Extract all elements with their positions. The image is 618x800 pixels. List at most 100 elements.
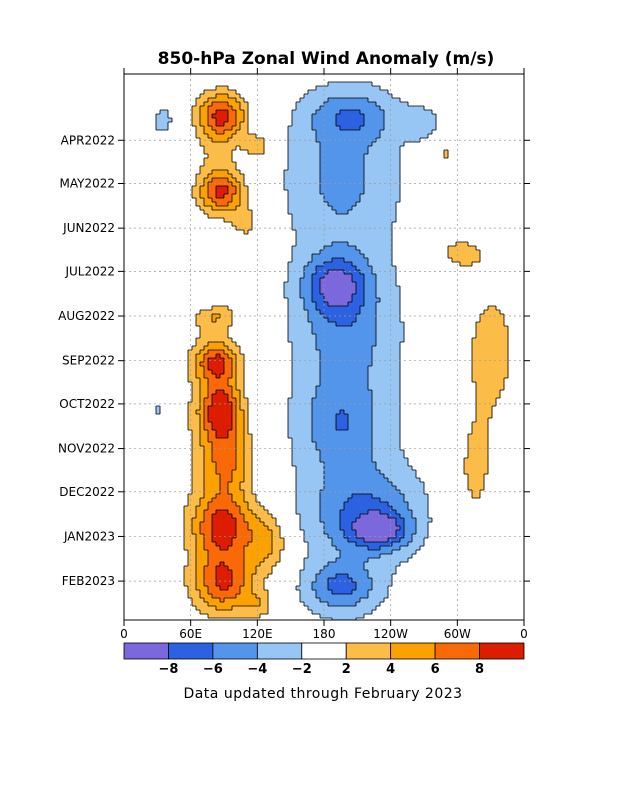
colorbar-swatch [123, 642, 169, 660]
anomaly-cell [204, 158, 233, 163]
anomaly-cell [368, 262, 393, 267]
anomaly-cell [468, 442, 489, 447]
anomaly-cell [200, 326, 229, 331]
anomaly-cell [300, 278, 313, 283]
y-tick-label: NOV2022 [58, 442, 115, 456]
anomaly-cell [476, 382, 505, 387]
anomaly-cell [416, 526, 429, 531]
anomaly-cell [188, 498, 201, 503]
anomaly-cell [376, 102, 409, 107]
anomaly-cell [324, 462, 377, 467]
anomaly-cell [236, 118, 245, 123]
anomaly-cell [200, 438, 209, 443]
anomaly-cell [212, 102, 229, 107]
anomaly-cell [192, 434, 201, 439]
anomaly-cell [204, 346, 229, 351]
anomaly-cell [208, 554, 245, 559]
anomaly-cell [232, 106, 241, 111]
anomaly-cell [248, 150, 265, 155]
anomaly-cell [320, 190, 365, 195]
anomaly-cell [296, 474, 325, 479]
anomaly-cell [416, 518, 433, 523]
anomaly-cell [224, 350, 233, 355]
anomaly-cell [256, 594, 269, 599]
anomaly-cell [384, 474, 417, 479]
colorbar-label: −2 [292, 662, 312, 677]
anomaly-cell [232, 386, 237, 391]
anomaly-cell [192, 482, 205, 487]
anomaly-cell [368, 386, 401, 391]
anomaly-cell [184, 538, 197, 543]
anomaly-cell [328, 578, 353, 583]
anomaly-cell [220, 374, 233, 379]
anomaly-cell [260, 518, 277, 523]
anomaly-cell [288, 338, 317, 343]
anomaly-cell [332, 590, 353, 595]
anomaly-cell [240, 510, 253, 515]
anomaly-cell [204, 150, 233, 155]
anomaly-cell [232, 570, 245, 575]
anomaly-cell [448, 250, 481, 255]
anomaly-cell [200, 590, 209, 595]
anomaly-cell [408, 502, 429, 507]
anomaly-cell [356, 202, 397, 207]
anomaly-cell [208, 550, 245, 555]
anomaly-cell [344, 410, 373, 415]
anomaly-cell [244, 582, 253, 587]
anomaly-cell [292, 462, 325, 467]
anomaly-cell [244, 558, 265, 563]
anomaly-cell [364, 282, 377, 287]
anomaly-cell [244, 414, 249, 419]
anomaly-cell [184, 526, 193, 531]
anomaly-cell [232, 390, 241, 395]
anomaly-cell [196, 562, 209, 567]
anomaly-cell [304, 270, 317, 275]
anomaly-cell [356, 286, 365, 291]
y-tick-label: SEP2022 [62, 354, 115, 368]
anomaly-cell [364, 294, 377, 299]
anomaly-cell [324, 298, 353, 303]
anomaly-cell [192, 110, 201, 115]
anomaly-cell [184, 510, 197, 515]
anomaly-cell [220, 314, 233, 319]
anomaly-cell [364, 274, 377, 279]
anomaly-cell [200, 526, 213, 531]
anomaly-cell [200, 194, 209, 199]
anomaly-cell [296, 506, 321, 511]
anomaly-cell [352, 494, 373, 499]
anomaly-cell [460, 262, 473, 267]
anomaly-cell [200, 106, 209, 111]
anomaly-cell [472, 374, 509, 379]
colorbar-swatch [301, 642, 347, 660]
anomaly-cell [192, 430, 201, 435]
anomaly-cell [256, 566, 273, 571]
anomaly-cell [196, 558, 209, 563]
anomaly-cell [364, 186, 401, 191]
anomaly-cell [324, 482, 393, 487]
anomaly-cell [244, 430, 249, 435]
anomaly-cell [328, 582, 357, 587]
anomaly-cell [348, 418, 373, 423]
anomaly-cell [244, 518, 261, 523]
anomaly-cell [284, 182, 321, 187]
anomaly-cell [308, 554, 341, 559]
anomaly-cell [212, 514, 233, 519]
anomaly-cell [188, 494, 205, 499]
anomaly-cell [212, 458, 237, 463]
anomaly-cell [228, 430, 237, 435]
anomaly-cell [232, 366, 237, 371]
anomaly-cell [320, 310, 361, 315]
anomaly-cell [188, 406, 201, 411]
anomaly-cell [340, 514, 361, 519]
anomaly-cell [212, 450, 237, 455]
anomaly-cell [300, 518, 321, 523]
anomaly-cell [356, 282, 365, 287]
anomaly-cell [236, 458, 245, 463]
anomaly-cell [288, 210, 337, 215]
anomaly-cell [244, 458, 253, 463]
anomaly-cell [360, 198, 401, 203]
anomaly-cell [288, 190, 321, 195]
anomaly-cell [392, 550, 417, 555]
anomaly-cell [216, 94, 229, 99]
anomaly-cell [372, 582, 393, 587]
